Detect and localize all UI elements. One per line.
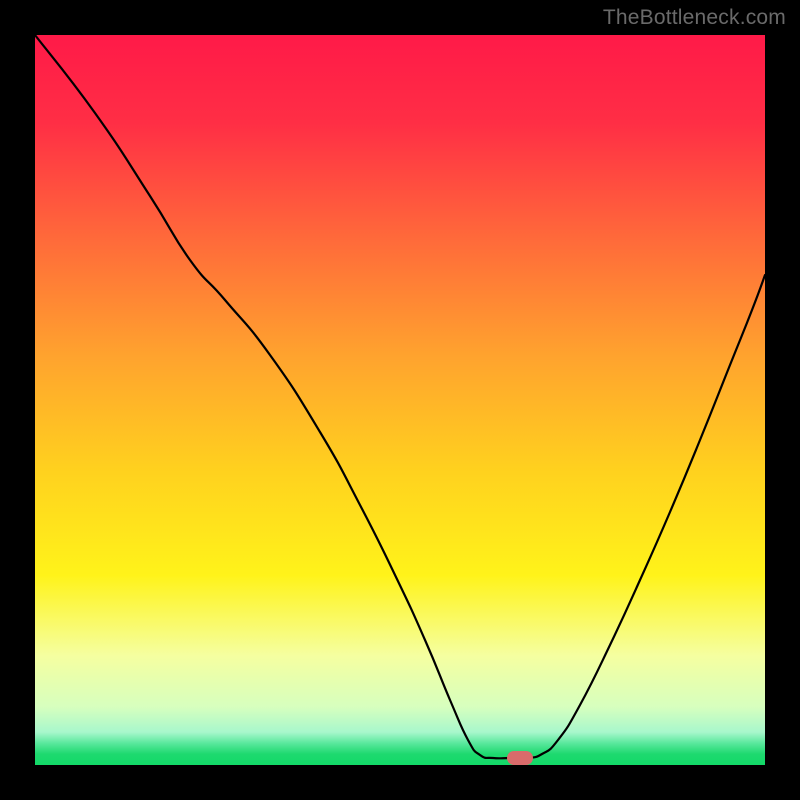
bottleneck-chart: [0, 0, 800, 800]
chart-background-gradient: [35, 35, 765, 765]
chart-container: TheBottleneck.com: [0, 0, 800, 800]
watermark-label: TheBottleneck.com: [603, 6, 786, 30]
optimal-point-marker: [507, 751, 533, 765]
